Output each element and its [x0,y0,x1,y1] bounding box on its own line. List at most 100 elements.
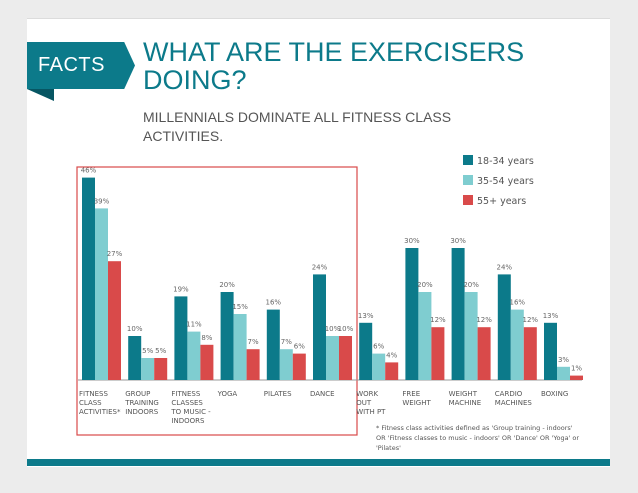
data-label-3-8: 12% [430,316,446,324]
bottom-accent-bar [27,459,610,466]
category-label-9-line-2: MACHINE [449,399,482,407]
category-label-10-line-2: MACHINES [495,399,533,407]
data-label-1-4: 20% [219,281,235,289]
footnote: * Fitness class activities defined as 'G… [376,424,580,452]
data-label-3-3: 8% [201,334,212,342]
bar-1-9 [451,248,465,380]
category-label-4-line-1: YOGA [217,390,238,398]
bar-2-9 [464,292,478,380]
category-label-2-line-1: GROUP [125,390,150,398]
category-label-1-line-3: ACTIVITIES* [79,408,121,416]
bar-3-10 [523,327,537,380]
data-label-3-6: 10% [338,325,354,333]
bar-2-3 [187,331,201,380]
category-label-3-line-3: TO MUSIC - [170,408,211,416]
data-label-2-2: 5% [142,347,153,355]
data-label-1-10: 24% [497,263,513,271]
bar-1-5 [266,309,280,380]
bar-3-5 [292,353,306,380]
data-label-1-5: 16% [266,299,282,307]
bar-3-1 [108,261,121,380]
bar-3-4 [246,349,260,380]
legend-label-1: 18-34 years [477,156,534,167]
bar-1-3 [174,296,188,380]
facts-badge-label: FACTS [38,54,105,76]
page-title: WHAT ARE THE EXERCISERS DOING? [143,38,603,94]
category-label-6-line-1: DANCE [310,390,335,398]
page-title-line-2: DOING? [143,65,247,95]
data-label-3-11: 1% [571,365,582,373]
data-label-3-2: 5% [155,347,166,355]
category-label-7-line-3: WITH PT [356,408,386,416]
bar-3-8 [431,327,445,380]
category-label-11-line-1: BOXING [541,390,568,398]
bar-2-7 [372,353,386,380]
data-label-1-9: 30% [450,237,466,245]
data-label-2-9: 20% [463,281,479,289]
data-label-3-9: 12% [476,316,492,324]
data-label-1-6: 24% [312,263,328,271]
facts-badge [27,42,135,89]
data-label-3-4: 7% [248,338,259,346]
bar-2-2 [141,358,155,380]
bar-1-4 [220,292,234,380]
data-label-2-3: 11% [186,321,202,329]
page-subtitle: MILLENNIALS DOMINATE ALL FITNESS CLASS A… [143,108,523,146]
highlight-box [76,166,358,436]
bar-1-8 [405,248,419,380]
category-label-3-line-1: FITNESS [171,390,200,398]
bar-1-1 [82,177,95,380]
category-label-8-line-1: FREE [402,390,420,398]
bar-1-2 [128,336,142,380]
data-label-2-10: 16% [510,299,526,307]
legend-swatch-1 [463,155,473,165]
legend-swatch-2 [463,175,473,185]
bar-2-8 [418,292,432,380]
legend-swatch-3 [463,195,473,205]
data-label-3-7: 4% [386,351,397,359]
data-label-3-5: 6% [294,343,305,351]
data-label-2-7: 6% [373,343,384,351]
category-label-3-line-2: CLASSES [171,399,203,407]
bar-3-3 [200,344,214,380]
data-label-2-5: 7% [281,338,292,346]
bar-3-9 [477,327,491,380]
data-label-1-2: 10% [127,325,143,333]
bar-3-7 [385,362,399,380]
bar-2-5 [279,349,293,380]
category-label-5-line-1: PILATES [264,390,292,398]
bar-2-10 [510,309,524,380]
category-label-2-line-3: INDOORS [125,408,159,416]
bar-1-7 [359,322,373,380]
data-label-1-3: 19% [173,285,189,293]
page-title-line-1: WHAT ARE THE EXERCISERS [143,37,525,67]
bar-2-1 [95,208,108,380]
bar-3-11 [570,375,583,380]
category-label-9-line-1: WEIGHT [449,390,478,398]
category-label-1-line-1: FITNESS [79,390,108,398]
data-label-1-8: 30% [404,237,420,245]
category-label-7-line-2: OUT [356,399,372,407]
data-label-2-4: 15% [232,303,248,311]
legend-label-3: 55+ years [477,196,526,207]
bar-3-6 [339,336,352,380]
category-label-1-line-2: CLASS [79,399,102,407]
page-subtitle-line-2: ACTIVITIES. [143,128,224,144]
category-label-7-line-1: WORK [356,390,378,398]
bar-3-2 [154,358,168,380]
data-label-3-10: 12% [523,316,539,324]
bar-2-11 [557,366,570,380]
bar-1-11 [544,322,557,380]
slide-background [27,18,610,467]
data-label-1-11: 13% [543,312,559,320]
data-label-2-11: 3% [558,356,569,364]
data-label-2-6: 10% [325,325,341,333]
category-label-8-line-2: WEIGHT [402,399,431,407]
category-label-10-line-1: CARDIO [495,390,523,398]
category-label-3-line-4: INDOORS [171,417,205,425]
bar-1-6 [313,274,326,380]
data-label-2-1: 39% [94,197,110,205]
category-label-2-line-2: TRAINING [124,399,159,407]
data-label-1-1: 46% [81,167,97,175]
